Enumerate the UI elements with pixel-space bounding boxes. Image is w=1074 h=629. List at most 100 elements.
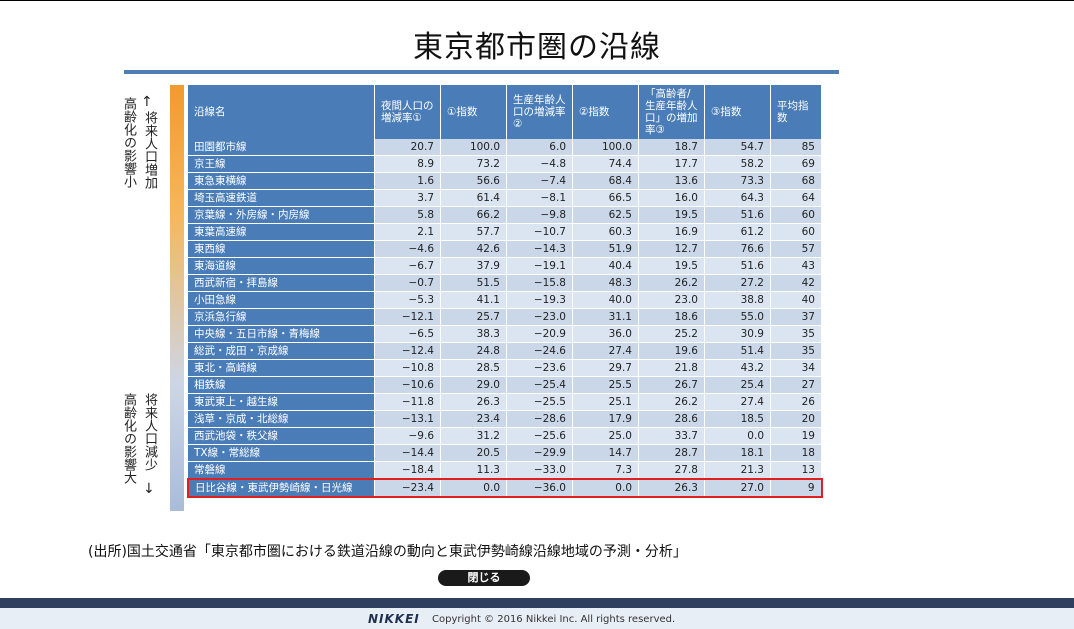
cell-index1: 57.7 xyxy=(440,223,507,241)
cell-index1: 42.6 xyxy=(440,240,507,258)
cell-night-pop: −0.7 xyxy=(374,274,441,292)
cell-index3: 38.8 xyxy=(704,291,771,309)
footer xyxy=(0,608,1074,629)
cell-index2: 62.5 xyxy=(572,206,639,224)
side-bot-population: 将来人口減少 xyxy=(142,393,157,471)
cell-avg-index: 9 xyxy=(770,478,823,498)
table-row: 京葉線・外房線・内房線 5.8 66.2 −9.8 62.5 19.5 51.6 60 xyxy=(188,206,822,224)
cell-index3: 58.2 xyxy=(704,155,771,173)
cell-working-pop: −28.6 xyxy=(506,410,573,428)
cell-night-pop: 3.7 xyxy=(374,189,441,207)
cell-night-pop: −9.6 xyxy=(374,427,441,445)
cell-line-name: 東急東横線 xyxy=(188,172,375,190)
cell-line-name: 中央線・五日市線・青梅線 xyxy=(188,325,375,343)
cell-index2: 25.5 xyxy=(572,376,639,394)
cell-line-name: 西武新宿・拝島線 xyxy=(188,274,375,292)
cell-index1: 20.5 xyxy=(440,444,507,462)
cell-index3: 76.6 xyxy=(704,240,771,258)
cell-avg-index: 57 xyxy=(770,240,822,258)
cell-line-name: TX線・常総線 xyxy=(188,444,375,462)
cell-elderly-ratio: 28.6 xyxy=(638,410,705,428)
cell-index1: 37.9 xyxy=(440,257,507,275)
cell-working-pop: −8.1 xyxy=(506,189,573,207)
cell-night-pop: −18.4 xyxy=(374,461,441,480)
cell-index3: 27.2 xyxy=(704,274,771,292)
cell-elderly-ratio: 25.2 xyxy=(638,325,705,343)
cell-elderly-ratio: 17.7 xyxy=(638,155,705,173)
cell-index2: 66.5 xyxy=(572,189,639,207)
cell-index2: 100.0 xyxy=(572,139,639,156)
cell-line-name: 東西線 xyxy=(188,240,375,258)
col-header-avg-index: 平均指数 xyxy=(770,85,822,139)
cell-index1: 38.3 xyxy=(440,325,507,343)
cell-elderly-ratio: 18.6 xyxy=(638,308,705,326)
cell-elderly-ratio: 19.5 xyxy=(638,257,705,275)
table-row: 田園都市線 20.7 100.0 6.0 100.0 18.7 54.7 85 xyxy=(188,139,822,156)
cell-index2: 48.3 xyxy=(572,274,639,292)
side-top-population: 将来人口増加 xyxy=(142,111,157,189)
table-row: 埼玉高速鉄道 3.7 61.4 −8.1 66.5 16.0 64.3 64 xyxy=(188,189,822,207)
up-arrow-icon: ↑ xyxy=(141,94,153,110)
table-row: 西武池袋・秩父線 −9.6 31.2 −25.6 25.0 33.7 0.0 19 xyxy=(188,427,822,445)
cell-line-name: 埼玉高速鉄道 xyxy=(188,189,375,207)
cell-elderly-ratio: 12.7 xyxy=(638,240,705,258)
cell-line-name: 東葉高速線 xyxy=(188,223,375,241)
cell-line-name: 東北・高崎線 xyxy=(188,359,375,377)
title-underline xyxy=(124,70,839,74)
cell-index2: 29.7 xyxy=(572,359,639,377)
table-row: 京王線 8.9 73.2 −4.8 74.4 17.7 58.2 69 xyxy=(188,155,822,173)
cell-index3: 43.2 xyxy=(704,359,771,377)
cell-index3: 73.3 xyxy=(704,172,771,190)
cell-avg-index: 60 xyxy=(770,223,822,241)
footer-bar xyxy=(0,598,1074,608)
cell-index3: 54.7 xyxy=(704,139,771,156)
cell-night-pop: −10.8 xyxy=(374,359,441,377)
cell-line-name: 京葉線・外房線・内房線 xyxy=(188,206,375,224)
cell-index3: 30.9 xyxy=(704,325,771,343)
cell-working-pop: 6.0 xyxy=(506,139,573,156)
cell-index3: 51.6 xyxy=(704,257,771,275)
side-label-bottom: 高齢化の影響大 将来人口減少 ↓ xyxy=(116,393,176,503)
cell-avg-index: 13 xyxy=(770,461,822,480)
cell-working-pop: −9.8 xyxy=(506,206,573,224)
cell-index1: 24.8 xyxy=(440,342,507,360)
table-row: 東武東上・越生線 −11.8 26.3 −25.5 25.1 26.2 27.4 26 xyxy=(188,393,822,411)
cell-working-pop: −23.0 xyxy=(506,308,573,326)
cell-working-pop: −10.7 xyxy=(506,223,573,241)
cell-working-pop: −19.3 xyxy=(506,291,573,309)
cell-night-pop: −23.4 xyxy=(374,478,441,498)
cell-night-pop: −12.1 xyxy=(374,308,441,326)
cell-index2: 0.0 xyxy=(572,478,639,498)
cell-elderly-ratio: 19.6 xyxy=(638,342,705,360)
page-title: 東京都市圏の沿線 xyxy=(413,30,661,65)
cell-night-pop: −6.7 xyxy=(374,257,441,275)
table-header-row: 沿線名 夜間人口の増減率① ①指数 生産年齢人口の増減率② ②指数 「高齢者/生… xyxy=(188,85,822,139)
table-row: 西武新宿・拝島線 −0.7 51.5 −15.8 48.3 26.2 27.2 42 xyxy=(188,274,822,292)
cell-working-pop: −20.9 xyxy=(506,325,573,343)
cell-index2: 40.0 xyxy=(572,291,639,309)
top-border xyxy=(0,0,1074,1)
col-header-index2: ②指数 xyxy=(572,85,639,139)
cell-line-name: 西武池袋・秩父線 xyxy=(188,427,375,445)
cell-elderly-ratio: 21.8 xyxy=(638,359,705,377)
table-row: 日比谷線・東武伊勢崎線・日光線 −23.4 0.0 −36.0 0.0 26.3 27.0 9 xyxy=(187,478,823,498)
cell-index2: 51.9 xyxy=(572,240,639,258)
cell-elderly-ratio: 27.8 xyxy=(638,461,705,480)
cell-index1: 73.2 xyxy=(440,155,507,173)
cell-index1: 23.4 xyxy=(440,410,507,428)
cell-line-name: 京浜急行線 xyxy=(188,308,375,326)
cell-working-pop: −19.1 xyxy=(506,257,573,275)
cell-line-name: 総武・成田・京成線 xyxy=(188,342,375,360)
cell-elderly-ratio: 28.7 xyxy=(638,444,705,462)
col-header-line-name: 沿線名 xyxy=(188,85,375,139)
cell-working-pop: −36.0 xyxy=(506,478,573,498)
cell-avg-index: 18 xyxy=(770,444,822,462)
cell-index3: 21.3 xyxy=(704,461,771,480)
cell-night-pop: 1.6 xyxy=(374,172,441,190)
cell-index1: 11.3 xyxy=(440,461,507,480)
close-button[interactable]: 閉じる xyxy=(438,570,530,586)
cell-index2: 36.0 xyxy=(572,325,639,343)
cell-elderly-ratio: 26.2 xyxy=(638,393,705,411)
cell-elderly-ratio: 26.2 xyxy=(638,274,705,292)
cell-index1: 41.1 xyxy=(440,291,507,309)
